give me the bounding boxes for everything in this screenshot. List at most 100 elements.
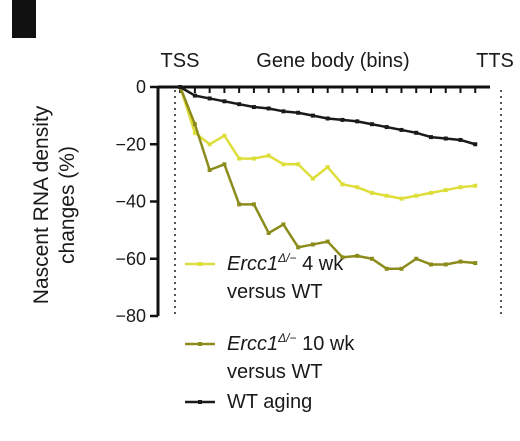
series-1 (178, 85, 478, 271)
data-point (414, 193, 419, 198)
data-point (266, 106, 271, 111)
series-2 (178, 85, 478, 147)
data-point (296, 110, 301, 115)
legend-label: Ercc1Δ/− 4 wk (227, 251, 344, 275)
gene-body-label: Gene body (bins) (256, 50, 409, 72)
data-point (237, 156, 242, 161)
data-point (296, 245, 301, 250)
y-tick-label: 0 (136, 77, 146, 97)
legend-item: Ercc1Δ/− 10 wk versus WT (185, 331, 355, 383)
data-point (384, 193, 389, 198)
legend-gene: Ercc1 (227, 333, 278, 355)
y-axis-title: Nascent RNA density changes (%) (30, 105, 79, 304)
legend-rest: WT aging (227, 391, 312, 413)
legend-rest: 10 wk (297, 333, 356, 355)
data-point (207, 142, 212, 147)
data-point (178, 85, 183, 89)
tss-label: TSS (161, 50, 200, 72)
panel-label (12, 0, 36, 38)
legend-item: WT aging (185, 391, 312, 413)
data-point (222, 99, 227, 104)
data-point (310, 113, 315, 118)
tts-label: TTS (476, 50, 514, 72)
legend-marker (198, 342, 202, 346)
data-point (369, 122, 374, 127)
data-point (325, 239, 330, 244)
data-point (325, 116, 330, 121)
legend-rest: 4 wk (297, 253, 345, 275)
legend-marker (198, 400, 202, 404)
y-tick-label: −80 (115, 306, 146, 326)
data-point (443, 136, 448, 141)
legend-superscript: Δ/− (277, 251, 296, 265)
data-point (355, 185, 360, 190)
data-point (310, 176, 315, 181)
legend-marker (198, 262, 202, 266)
data-point (384, 125, 389, 130)
data-point (251, 156, 256, 161)
data-point (355, 119, 360, 124)
data-point (222, 162, 227, 167)
data-point (355, 253, 360, 258)
data-point (340, 255, 345, 260)
data-point (443, 188, 448, 193)
legend-label: Ercc1Δ/− 10 wk (227, 331, 355, 355)
data-point (237, 202, 242, 207)
data-point (399, 196, 404, 201)
data-point (340, 182, 345, 187)
x-ticks (179, 87, 477, 93)
data-point (399, 127, 404, 132)
data-point (458, 259, 463, 264)
data-point (458, 137, 463, 142)
legend-label: WT aging (227, 391, 312, 413)
data-point (207, 168, 212, 173)
data-point (266, 230, 271, 235)
data-point (310, 242, 315, 247)
data-point (237, 102, 242, 107)
data-point (443, 262, 448, 267)
y-tick-label: −20 (115, 134, 146, 154)
data-point (281, 222, 286, 227)
legend-gene: Ercc1 (227, 253, 278, 275)
legend-label-line2: versus WT (227, 281, 323, 303)
y-axis-title-line2: changes (%) (56, 146, 79, 264)
data-point (192, 122, 197, 127)
y-axis-title-line1: Nascent RNA density (30, 105, 53, 304)
legend-item: Ercc1Δ/− 4 wk versus WT (185, 251, 344, 303)
data-point (428, 135, 433, 140)
data-point (369, 256, 374, 261)
data-point (325, 165, 330, 170)
data-point (266, 153, 271, 158)
series-layer (178, 85, 478, 271)
data-point (384, 266, 389, 271)
data-point (428, 190, 433, 195)
data-point (296, 162, 301, 167)
data-point (473, 142, 478, 147)
data-point (281, 162, 286, 167)
data-point (251, 202, 256, 207)
y-tick-label: −40 (115, 192, 146, 212)
data-point (251, 105, 256, 110)
data-point (222, 133, 227, 138)
data-point (473, 183, 478, 188)
legend-label-line2: versus WT (227, 361, 323, 383)
data-point (399, 266, 404, 271)
data-point (414, 130, 419, 135)
data-point (207, 96, 212, 101)
data-point (473, 261, 478, 266)
y-tick-label: −60 (115, 249, 146, 269)
data-point (458, 185, 463, 190)
data-point (428, 262, 433, 267)
data-point (192, 130, 197, 135)
series-0 (178, 85, 478, 201)
legend-superscript: Δ/− (277, 331, 296, 345)
data-point (192, 93, 197, 98)
data-point (369, 190, 374, 195)
data-point (281, 109, 286, 114)
y-ticks: 0 −20 −40 −60 −80 (115, 77, 158, 326)
data-point (340, 117, 345, 122)
series-line (178, 86, 476, 200)
data-point (414, 256, 419, 261)
